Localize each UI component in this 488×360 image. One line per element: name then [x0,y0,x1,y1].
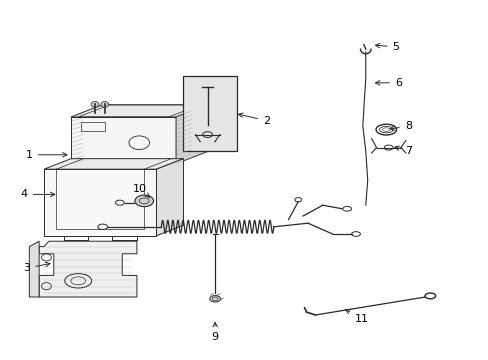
Polygon shape [44,159,183,169]
Text: 9: 9 [211,323,218,342]
Ellipse shape [209,296,220,302]
Polygon shape [71,117,176,164]
Text: 4: 4 [21,189,55,199]
Text: 6: 6 [375,78,401,88]
Polygon shape [71,105,207,117]
Bar [44,169,156,236]
Text: 3: 3 [23,262,50,273]
Circle shape [101,102,108,107]
Text: 7: 7 [394,146,411,156]
Bar [183,76,237,151]
Text: 11: 11 [345,310,368,324]
Bar [81,122,105,131]
Text: 2: 2 [238,113,269,126]
Text: 8: 8 [389,121,411,131]
Text: 10: 10 [132,184,149,197]
Ellipse shape [135,195,153,207]
Polygon shape [176,105,207,164]
Circle shape [91,102,99,107]
Text: 1: 1 [26,150,67,160]
Polygon shape [29,241,39,297]
Polygon shape [39,241,137,297]
Polygon shape [156,159,183,236]
Text: 5: 5 [375,42,399,52]
Bar [56,169,144,229]
